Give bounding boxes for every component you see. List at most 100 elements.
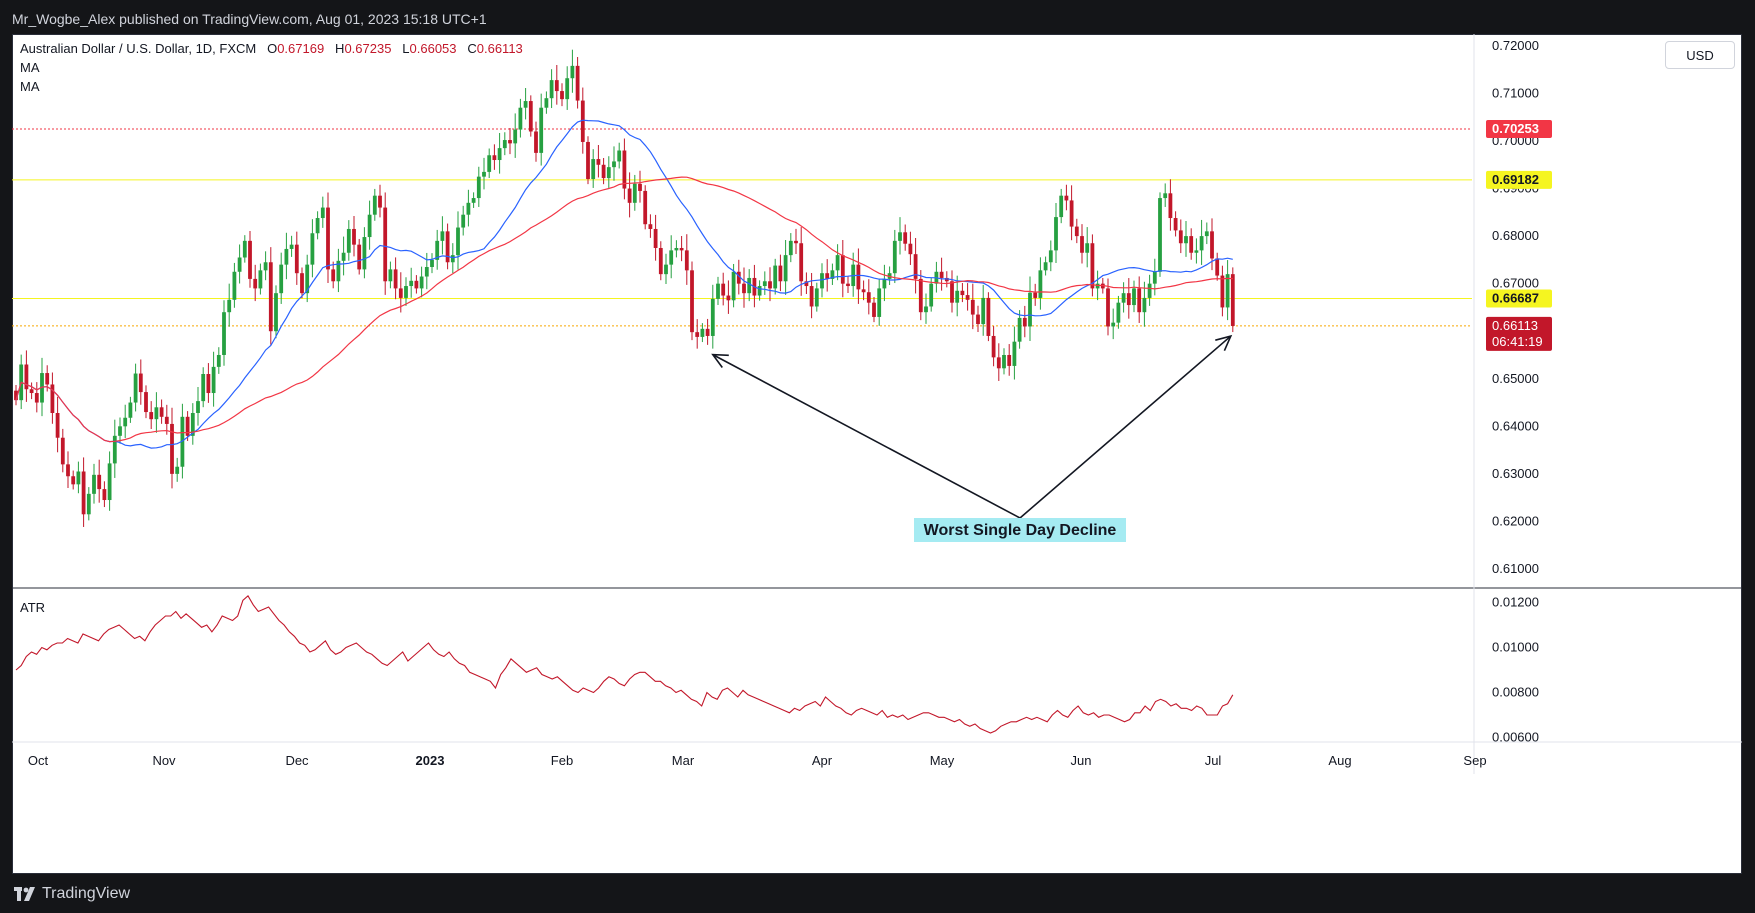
candle <box>164 416 169 424</box>
price-label-text: 0.69182 <box>1492 172 1539 187</box>
candle <box>528 101 533 132</box>
candle <box>175 466 180 474</box>
candle <box>263 262 268 271</box>
candle <box>424 267 429 277</box>
candle <box>783 255 788 282</box>
footer-bar: TradingView <box>0 874 1755 913</box>
candle <box>435 240 440 260</box>
time-tick-label: Aug <box>1328 753 1351 768</box>
candle <box>138 373 143 393</box>
atr-pane[interactable] <box>15 594 1234 734</box>
atr-tick-label: 0.00600 <box>1492 730 1539 745</box>
candle <box>133 373 138 403</box>
candle <box>487 155 492 172</box>
candle <box>773 265 778 289</box>
candle <box>180 416 185 467</box>
price-label-text: 0.66687 <box>1492 291 1539 306</box>
candle <box>367 214 372 238</box>
annotation-box <box>914 518 1126 542</box>
candle <box>596 159 601 165</box>
candle <box>310 233 315 265</box>
candle <box>144 392 148 413</box>
candle <box>1095 283 1100 289</box>
candle <box>830 270 835 279</box>
candle <box>1126 293 1131 306</box>
candle <box>76 471 81 485</box>
price-pane[interactable]: Worst Single Day Decline <box>12 49 1472 542</box>
candle <box>1173 218 1178 231</box>
candle <box>1220 275 1225 308</box>
time-tick-label: Jun <box>1071 753 1092 768</box>
candle <box>50 384 55 414</box>
candle <box>419 276 424 289</box>
candle <box>466 202 471 215</box>
candle <box>440 231 445 241</box>
close-value: 0.66113 <box>476 41 523 56</box>
candle <box>1137 288 1142 313</box>
ma-legend-2[interactable]: MA <box>20 79 40 94</box>
candle <box>684 250 689 271</box>
candle <box>185 416 190 436</box>
candle <box>258 270 263 289</box>
candle <box>1054 217 1058 251</box>
candle <box>695 332 700 337</box>
candle <box>742 283 746 294</box>
candle <box>591 159 596 180</box>
chart-canvas[interactable]: Worst Single Day Decline 0.72000 0.71000 0… <box>12 34 1742 874</box>
candle <box>835 255 840 271</box>
candle <box>24 364 29 390</box>
candle <box>794 240 798 244</box>
candle <box>1007 354 1012 366</box>
candle <box>1012 341 1017 366</box>
candle <box>502 140 507 149</box>
candle <box>118 426 122 436</box>
candle <box>710 298 715 336</box>
candle <box>14 390 18 401</box>
candle <box>814 288 819 307</box>
candle <box>627 188 632 203</box>
candle <box>690 270 694 333</box>
candle <box>924 306 928 313</box>
candle <box>716 283 720 299</box>
price-tick-label: 0.71000 <box>1492 85 1539 100</box>
ma-legend-1[interactable]: MA <box>20 60 40 75</box>
candle <box>554 80 559 92</box>
candle <box>1069 200 1074 227</box>
price-tick-label: 0.72000 <box>1492 38 1539 53</box>
currency-button[interactable]: USD <box>1665 41 1735 69</box>
candle <box>1064 195 1069 201</box>
candle <box>1194 250 1199 253</box>
annotation-text: Worst Single Day Decline <box>924 522 1117 539</box>
candle <box>903 232 908 244</box>
candle <box>149 412 154 420</box>
candle <box>430 259 434 268</box>
candle <box>1178 230 1183 244</box>
high-label: H <box>335 41 345 56</box>
price-tick-label: 0.67000 <box>1492 276 1539 291</box>
candle <box>908 243 913 255</box>
candle <box>201 374 206 402</box>
candle <box>289 244 294 249</box>
candle <box>45 373 50 385</box>
candle <box>320 207 325 219</box>
candle <box>658 247 663 275</box>
annotation-arrow-left <box>712 353 1021 519</box>
candle <box>518 107 523 130</box>
high-value: 0.67235 <box>344 41 392 56</box>
candle <box>970 299 975 315</box>
candle <box>1142 297 1147 313</box>
candle <box>492 155 497 161</box>
candle <box>445 231 450 263</box>
candle <box>388 269 393 282</box>
symbol-legend: Australian Dollar / U.S. Dollar, 1D, FXC… <box>20 41 523 56</box>
candle <box>877 288 882 317</box>
candle <box>336 260 341 282</box>
candle <box>1121 293 1126 303</box>
atr-legend[interactable]: ATR <box>20 600 46 615</box>
candle <box>1189 236 1194 253</box>
candle <box>731 271 736 301</box>
tradingview-brand: TradingView <box>42 885 131 902</box>
candle <box>986 297 991 336</box>
tradingview-logo[interactable]: TradingView <box>14 884 130 904</box>
symbol-name: Australian Dollar / U.S. Dollar, 1D, FXC… <box>20 41 257 56</box>
